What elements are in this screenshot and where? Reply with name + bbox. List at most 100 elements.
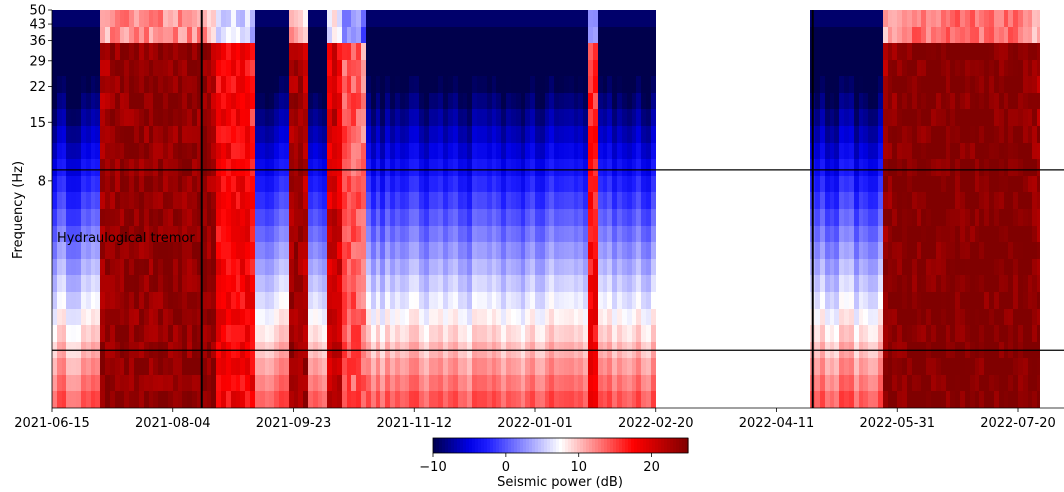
- heatmap-cell: [965, 259, 970, 275]
- heatmap-cell: [91, 27, 95, 43]
- heatmap-cell: [424, 292, 429, 309]
- heatmap-cell: [588, 192, 593, 209]
- heatmap-cell: [559, 10, 564, 27]
- heatmap-cell: [240, 259, 245, 275]
- heatmap-cell: [197, 259, 202, 275]
- heatmap-cell: [955, 209, 960, 226]
- heatmap-cell: [830, 76, 834, 93]
- heatmap-cell: [76, 93, 81, 109]
- heatmap-cell: [1013, 109, 1018, 126]
- heatmap-cell: [540, 76, 545, 93]
- heatmap-cell: [313, 143, 318, 159]
- heatmap-cell: [405, 126, 409, 143]
- heatmap-cell: [975, 275, 979, 292]
- heatmap-cell: [583, 176, 588, 192]
- heatmap-cell: [941, 375, 946, 391]
- heatmap-cell: [883, 60, 888, 76]
- heatmap-cell: [86, 27, 91, 43]
- heatmap-cell: [216, 309, 221, 325]
- heatmap-cell: [830, 292, 834, 309]
- heatmap-cell: [245, 391, 250, 408]
- heatmap-cell: [574, 259, 578, 275]
- heatmap-cell: [250, 10, 255, 27]
- heatmap-cell: [492, 93, 496, 109]
- heatmap-cell: [535, 259, 540, 275]
- heatmap-cell: [62, 10, 66, 27]
- heatmap-cell: [830, 358, 834, 375]
- heatmap-cell: [129, 292, 134, 309]
- heatmap-cell: [863, 192, 868, 209]
- heatmap-cell: [192, 43, 197, 60]
- heatmap-cell: [163, 292, 168, 309]
- heatmap-cell: [322, 292, 327, 309]
- heatmap-cell: [380, 60, 385, 76]
- heatmap-cell: [617, 10, 622, 27]
- heatmap-cell: [385, 76, 390, 93]
- heatmap-cell: [390, 176, 395, 192]
- heatmap-cell: [622, 375, 627, 391]
- heatmap-cell: [1018, 109, 1023, 126]
- heatmap-cell: [815, 259, 820, 275]
- heatmap-cell: [366, 143, 371, 159]
- heatmap-cell: [878, 358, 883, 375]
- heatmap-cell: [545, 309, 549, 325]
- heatmap-cell: [105, 209, 110, 226]
- heatmap-cell: [274, 76, 279, 93]
- heatmap-cell: [81, 242, 86, 259]
- heatmap-cell: [820, 242, 825, 259]
- heatmap-cell: [902, 126, 907, 143]
- heatmap-cell: [463, 176, 467, 192]
- heatmap-cell: [250, 143, 255, 159]
- heatmap-cell: [545, 259, 549, 275]
- heatmap-cell: [173, 43, 178, 60]
- heatmap-cell: [989, 226, 994, 242]
- heatmap-cell: [501, 93, 506, 109]
- heatmap-cell: [912, 76, 917, 93]
- heatmap-cell: [844, 292, 849, 309]
- heatmap-cell: [902, 209, 907, 226]
- heatmap-cell: [236, 309, 240, 325]
- heatmap-cell: [279, 93, 284, 109]
- heatmap-cell: [303, 159, 308, 176]
- heatmap-cell: [501, 325, 506, 342]
- heatmap-cell: [255, 358, 260, 375]
- heatmap-cell: [163, 176, 168, 192]
- heatmap-cell: [1032, 176, 1037, 192]
- heatmap-cell: [443, 209, 448, 226]
- heatmap-cell: [540, 209, 545, 226]
- heatmap-cell: [820, 143, 825, 159]
- heatmap-cell: [409, 209, 414, 226]
- heatmap-cell: [921, 192, 926, 209]
- heatmap-cell: [521, 126, 525, 143]
- heatmap-cell: [429, 176, 434, 192]
- heatmap-cell: [390, 126, 395, 143]
- heatmap-cell: [897, 309, 902, 325]
- heatmap-cell: [950, 275, 955, 292]
- heatmap-cell: [603, 126, 607, 143]
- heatmap-cell: [521, 391, 525, 408]
- heatmap-cell: [144, 60, 149, 76]
- heatmap-cell: [414, 43, 419, 60]
- heatmap-cell: [173, 226, 178, 242]
- heatmap-cell: [322, 375, 327, 391]
- heatmap-cell: [1023, 27, 1028, 43]
- heatmap-cell: [400, 143, 405, 159]
- heatmap-cell: [110, 226, 115, 242]
- heatmap-cell: [342, 358, 347, 375]
- heatmap-cell: [1008, 259, 1013, 275]
- heatmap-cell: [81, 209, 86, 226]
- heatmap-cell: [830, 391, 834, 408]
- heatmap-cell: [182, 209, 187, 226]
- heatmap-cell: [356, 109, 361, 126]
- heatmap-cell: [646, 309, 651, 325]
- heatmap-cell: [1008, 60, 1013, 76]
- heatmap-cell: [487, 242, 492, 259]
- heatmap-cell: [361, 358, 366, 375]
- heatmap-cell: [583, 309, 588, 325]
- heatmap-cell: [182, 242, 187, 259]
- heatmap-cell: [134, 325, 139, 342]
- heatmap-cell: [970, 27, 975, 43]
- heatmap-cell: [124, 292, 129, 309]
- heatmap-cell: [1004, 176, 1008, 192]
- heatmap-cell: [989, 192, 994, 209]
